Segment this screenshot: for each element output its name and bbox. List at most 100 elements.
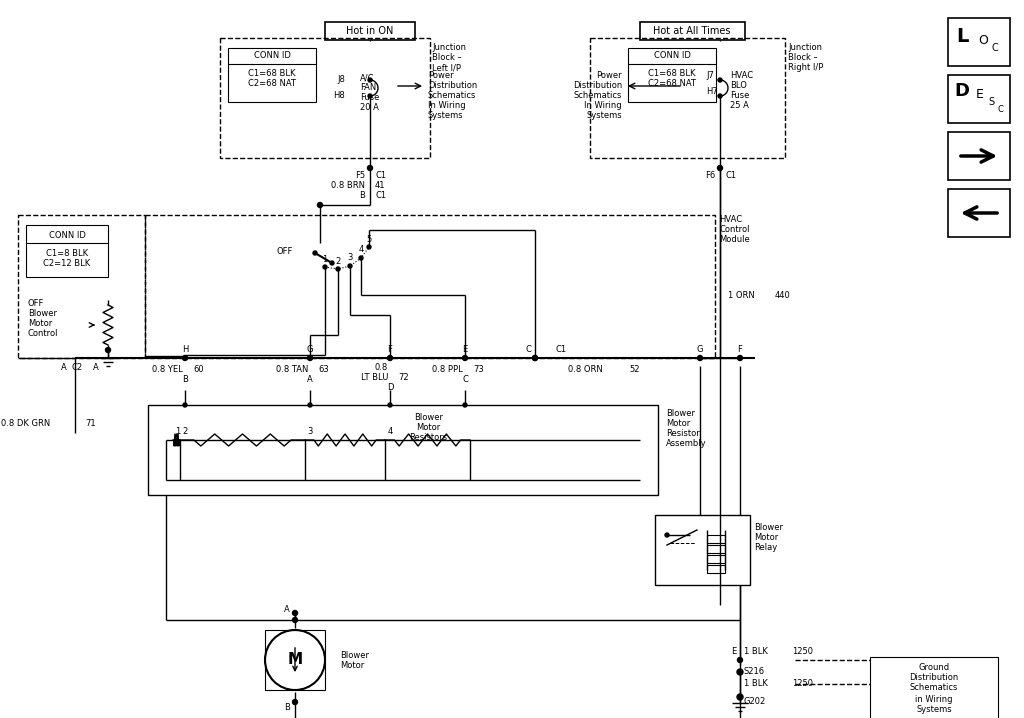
Text: C2=68 NAT: C2=68 NAT xyxy=(648,80,696,88)
Text: F: F xyxy=(737,345,742,355)
Bar xyxy=(707,545,725,553)
Text: Assembly: Assembly xyxy=(666,439,707,447)
Circle shape xyxy=(183,403,187,407)
Text: Blower: Blower xyxy=(754,523,783,531)
Text: 73: 73 xyxy=(473,365,483,375)
Text: in Wiring: in Wiring xyxy=(915,694,952,704)
Text: B: B xyxy=(182,376,188,385)
Text: B: B xyxy=(284,702,290,712)
Circle shape xyxy=(463,355,468,360)
Text: 0.8 ORN: 0.8 ORN xyxy=(567,365,602,375)
Text: Schematics: Schematics xyxy=(428,91,476,101)
Circle shape xyxy=(368,166,373,170)
Text: Resistors: Resistors xyxy=(410,432,447,442)
Text: Blower: Blower xyxy=(414,413,443,421)
Bar xyxy=(220,38,430,158)
Bar xyxy=(265,630,325,690)
Text: O: O xyxy=(978,34,988,47)
Circle shape xyxy=(293,617,298,623)
Text: F: F xyxy=(387,345,392,355)
Bar xyxy=(870,657,998,718)
Text: L: L xyxy=(956,27,969,45)
Bar xyxy=(325,22,415,40)
Text: G: G xyxy=(696,345,703,355)
Text: Motor: Motor xyxy=(754,533,778,541)
Bar xyxy=(707,555,725,563)
Text: HVAC: HVAC xyxy=(719,215,742,225)
Text: Blower: Blower xyxy=(666,409,695,417)
Text: E: E xyxy=(463,345,468,355)
Text: G: G xyxy=(307,345,313,355)
Text: Left I/P: Left I/P xyxy=(432,63,461,73)
Text: F6: F6 xyxy=(705,172,715,180)
Text: CONN ID: CONN ID xyxy=(254,52,291,60)
Text: Block –: Block – xyxy=(432,54,462,62)
Text: Motor: Motor xyxy=(666,419,690,427)
Text: Blower: Blower xyxy=(28,309,57,317)
Text: CONN ID: CONN ID xyxy=(653,52,690,60)
Text: 0.8 PPL: 0.8 PPL xyxy=(432,365,463,375)
Text: 1250: 1250 xyxy=(792,679,813,689)
Text: Hot in ON: Hot in ON xyxy=(346,26,393,36)
Text: Motor: Motor xyxy=(417,422,440,432)
Text: 2: 2 xyxy=(182,427,187,437)
Text: A: A xyxy=(285,605,290,615)
Bar xyxy=(148,405,658,495)
Text: FAN: FAN xyxy=(360,83,376,93)
Circle shape xyxy=(737,669,743,675)
Text: Fuse: Fuse xyxy=(730,91,750,101)
Text: C1=8 BLK: C1=8 BLK xyxy=(46,248,88,258)
Text: Module: Module xyxy=(719,236,750,245)
Text: 41: 41 xyxy=(375,182,385,190)
Circle shape xyxy=(463,403,467,407)
Text: Hot at All Times: Hot at All Times xyxy=(653,26,731,36)
Circle shape xyxy=(718,166,723,170)
Text: 25 A: 25 A xyxy=(730,101,749,111)
Text: In Wiring: In Wiring xyxy=(428,101,466,111)
Text: Distribution: Distribution xyxy=(428,82,477,90)
Text: Relay: Relay xyxy=(754,543,777,551)
Bar xyxy=(145,215,715,358)
Circle shape xyxy=(348,264,352,268)
Text: Blower: Blower xyxy=(340,651,369,660)
Text: E: E xyxy=(976,88,984,101)
Text: 71: 71 xyxy=(85,419,95,427)
Text: A/C: A/C xyxy=(360,73,375,83)
Text: A: A xyxy=(61,363,67,373)
Text: B: B xyxy=(359,192,365,200)
Circle shape xyxy=(293,699,298,704)
Bar xyxy=(948,132,1010,180)
Circle shape xyxy=(737,694,743,700)
Text: 3: 3 xyxy=(347,253,352,263)
Text: 63: 63 xyxy=(318,365,329,375)
Circle shape xyxy=(532,355,538,360)
Bar xyxy=(948,189,1010,237)
Text: 0.8: 0.8 xyxy=(375,363,388,373)
Text: Control: Control xyxy=(28,329,58,337)
Circle shape xyxy=(718,94,722,98)
Circle shape xyxy=(323,265,327,269)
Text: C1=68 BLK: C1=68 BLK xyxy=(248,68,296,78)
Circle shape xyxy=(387,355,392,360)
Text: Junction: Junction xyxy=(788,44,822,52)
Text: BLO: BLO xyxy=(730,82,746,90)
Text: 60: 60 xyxy=(193,365,204,375)
Circle shape xyxy=(368,94,372,98)
Text: 1: 1 xyxy=(175,427,180,437)
Bar xyxy=(228,48,316,102)
Text: Schematics: Schematics xyxy=(909,683,958,691)
Text: C2=68 NAT: C2=68 NAT xyxy=(248,80,296,88)
Text: OFF: OFF xyxy=(276,246,293,256)
Circle shape xyxy=(182,355,187,360)
Text: 1 BLK: 1 BLK xyxy=(744,679,768,689)
Text: J8: J8 xyxy=(337,75,345,85)
Text: D: D xyxy=(387,383,393,393)
Text: Fuse: Fuse xyxy=(360,93,379,103)
Bar xyxy=(18,215,145,358)
Text: Block –: Block – xyxy=(788,54,818,62)
Text: Distribution: Distribution xyxy=(572,82,622,90)
Text: Resistor: Resistor xyxy=(666,429,699,437)
Text: C1: C1 xyxy=(375,192,386,200)
Circle shape xyxy=(737,658,742,663)
Text: C: C xyxy=(525,345,531,355)
